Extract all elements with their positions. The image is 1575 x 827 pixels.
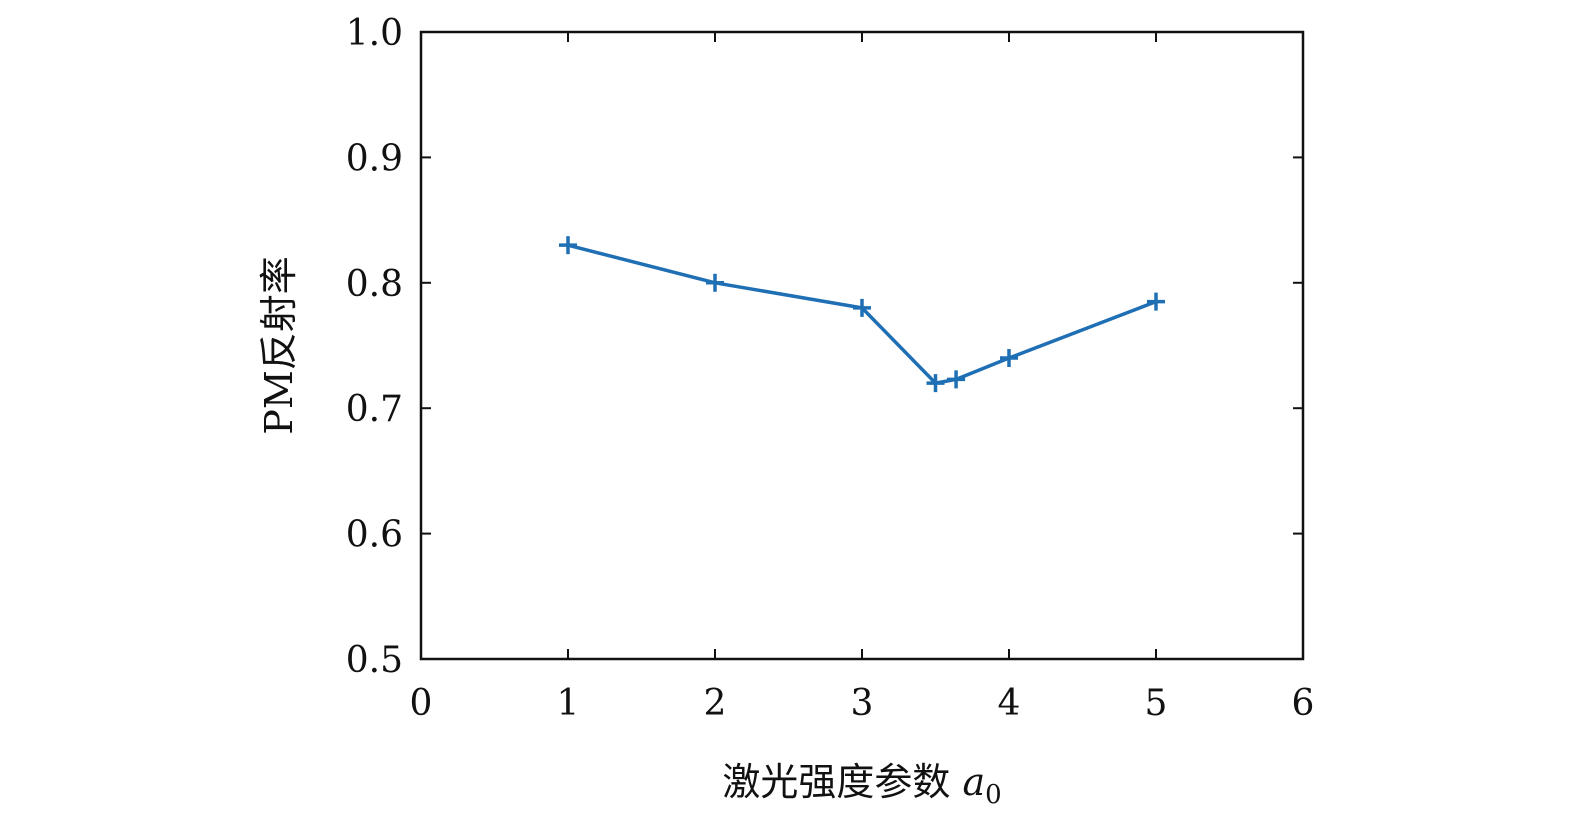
x-axis-title-variable: a (962, 760, 985, 804)
y-tick-label: 0.6 (346, 515, 403, 556)
x-axis: 0 1 2 3 4 5 6 (410, 32, 1315, 724)
x-tick-label: 1 (557, 683, 580, 724)
data-point-marker (559, 236, 577, 255)
data-point-marker (706, 273, 724, 292)
data-point-marker (853, 298, 871, 317)
y-tick-label: 0.5 (346, 640, 403, 681)
data-point-marker (1147, 292, 1165, 311)
x-tick-label: 0 (410, 683, 433, 724)
x-tick-label: 2 (704, 683, 727, 724)
y-tick-label: 0.9 (346, 138, 403, 179)
series-layer (559, 236, 1165, 393)
y-axis: 0.5 0.6 0.7 0.8 0.9 1.0 (346, 13, 1303, 681)
plot-frame (419, 30, 1305, 661)
data-point-marker (926, 374, 945, 393)
x-axis-title: 激光强度参数 a0 (722, 760, 1001, 810)
y-tick-label: 0.8 (346, 264, 403, 305)
y-tick-label: 1.0 (346, 13, 403, 54)
y-axis-title: PM反射率 (257, 256, 301, 434)
x-tick-label: 5 (1145, 683, 1168, 724)
x-tick-label: 4 (998, 683, 1021, 724)
data-point-marker (1000, 349, 1018, 368)
x-axis-title-subscript: 0 (985, 780, 1002, 810)
x-tick-label: 3 (851, 683, 874, 724)
data-point-marker (947, 370, 966, 389)
y-tick-label: 0.7 (346, 389, 403, 430)
x-tick-label: 6 (1292, 683, 1315, 724)
x-axis-title-text: 激光强度参数 (722, 760, 962, 804)
